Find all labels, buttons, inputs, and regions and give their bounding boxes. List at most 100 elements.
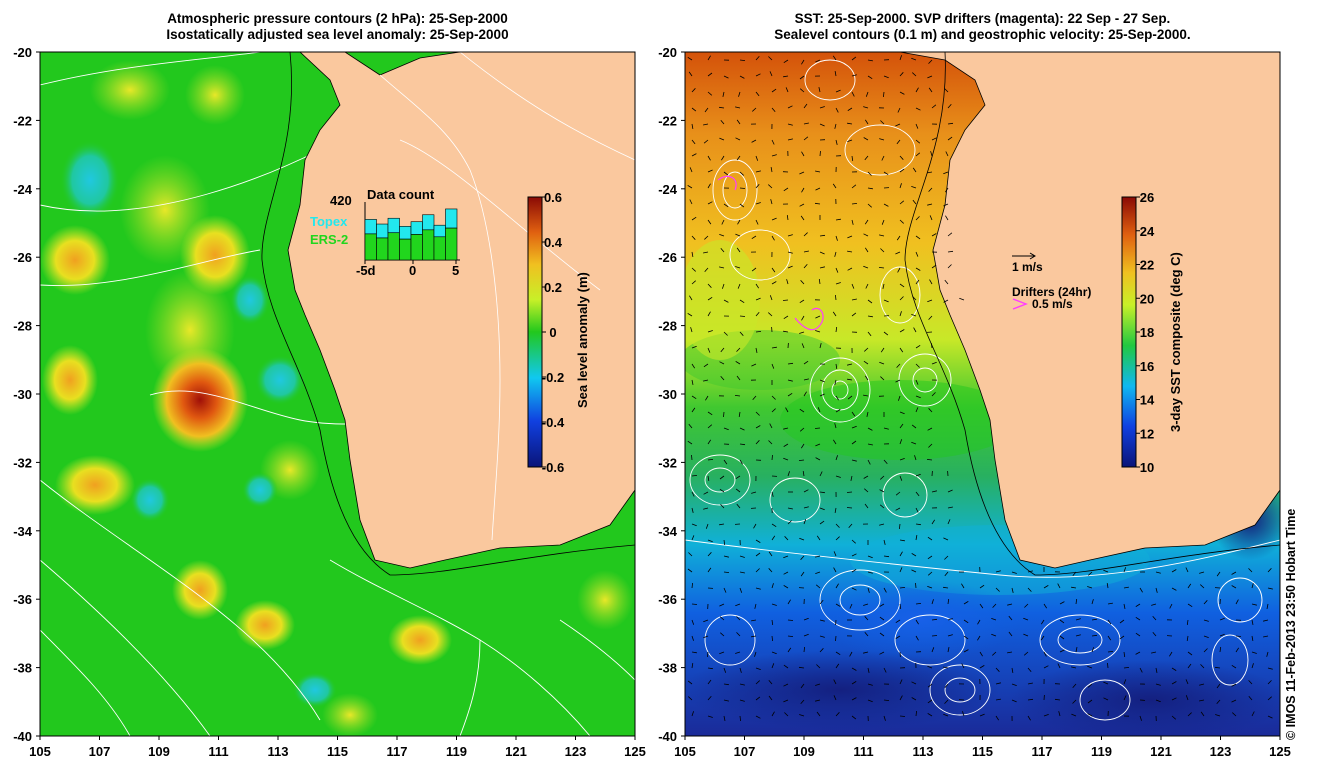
velocity-vector	[927, 203, 933, 206]
velocity-vector	[915, 267, 921, 271]
velocity-vector	[1219, 633, 1225, 637]
velocity-vector	[707, 475, 710, 481]
velocity-vector	[927, 683, 933, 688]
velocity-vector	[1187, 712, 1192, 717]
velocity-vector	[882, 283, 885, 289]
y-tick-label: -26	[13, 250, 32, 265]
velocity-vector	[787, 507, 793, 510]
velocity-vector	[850, 475, 853, 481]
velocity-vector	[723, 715, 726, 721]
velocity-vector	[783, 664, 789, 669]
velocity-vector	[771, 635, 773, 642]
velocity-vector	[1107, 635, 1112, 641]
velocity-vector	[737, 283, 741, 289]
velocity-vector	[899, 91, 905, 95]
colorbar-tick-label: 0.4	[544, 235, 563, 250]
velocity-vector	[1023, 633, 1029, 637]
velocity-vector	[1267, 667, 1273, 670]
velocity-vector	[977, 619, 981, 625]
velocity-vector	[899, 168, 905, 173]
velocity-vector	[755, 155, 759, 161]
velocity-vector	[785, 87, 789, 93]
velocity-vector	[783, 585, 789, 589]
velocity-vector	[864, 119, 869, 125]
velocity-vector	[928, 408, 933, 413]
colorbar-tick-label: 0	[549, 325, 556, 340]
y-tick-label: -30	[13, 387, 32, 402]
velocity-vector	[735, 233, 741, 237]
velocity-vector	[754, 603, 757, 609]
x-tick-label: 115	[972, 744, 993, 759]
velocity-vector	[943, 171, 949, 175]
velocity-vector	[865, 283, 869, 289]
velocity-vector	[800, 571, 805, 577]
velocity-vector	[899, 155, 904, 160]
velocity-vector	[1088, 571, 1093, 576]
drifter-key-arrow	[1012, 298, 1028, 310]
velocity-vector	[883, 699, 890, 701]
velocity-vector	[899, 72, 904, 77]
velocity-vector	[768, 551, 773, 557]
velocity-vector	[1155, 571, 1161, 574]
velocity-vector	[799, 537, 805, 541]
velocity-vector	[1123, 667, 1130, 669]
velocity-vector	[771, 139, 775, 145]
velocity-vector	[771, 535, 776, 541]
velocity-vector	[691, 454, 693, 461]
velocity-vector	[992, 651, 997, 656]
velocity-vector	[755, 347, 758, 353]
velocity-vector	[1186, 619, 1189, 625]
velocity-vector	[927, 536, 933, 541]
velocity-vector	[929, 279, 933, 285]
velocity-vector	[895, 619, 901, 624]
velocity-vector	[783, 330, 789, 333]
velocity-vector	[991, 618, 997, 621]
velocity-vector	[819, 343, 822, 349]
velocity-vector	[783, 683, 789, 687]
velocity-vector	[851, 203, 858, 205]
velocity-vector	[720, 375, 725, 381]
velocity-vector	[995, 570, 1001, 573]
shelf-contour-left	[261, 52, 635, 576]
velocity-vector	[800, 215, 805, 221]
velocity-vector	[944, 683, 949, 689]
velocity-vector	[883, 299, 889, 303]
velocity-vector	[755, 55, 760, 61]
data-count-xtick-end: 5	[452, 263, 459, 278]
velocity-vector	[703, 139, 709, 144]
velocity-vector	[771, 663, 775, 669]
velocity-vector	[771, 235, 775, 241]
velocity-vector	[707, 439, 712, 445]
velocity-vector	[895, 635, 901, 639]
velocity-vector	[879, 361, 885, 365]
sst-colorbar: 26 24 22 20 18 16 14 12 10 3-day SST composite (…	[1121, 190, 1183, 475]
velocity-vector	[947, 103, 952, 109]
x-tick-label: 119	[1091, 744, 1112, 759]
velocity-vector	[771, 281, 777, 285]
colorbar-tick-label: 18	[1140, 325, 1154, 340]
velocity-vector	[944, 555, 949, 560]
velocity-vector	[899, 458, 905, 461]
colorbar-tick-label: 26	[1140, 190, 1154, 205]
velocity-vector	[1231, 683, 1237, 687]
y-tick-label: -38	[13, 661, 32, 676]
velocity-vector	[912, 72, 917, 77]
velocity-vector	[689, 199, 693, 205]
velocity-vector	[931, 647, 935, 653]
ers2-count-bar	[376, 237, 389, 261]
velocity-vector	[995, 698, 1001, 701]
velocity-vector	[819, 123, 825, 127]
velocity-vector	[815, 571, 821, 574]
x-tick-label: 121	[505, 744, 527, 759]
velocity-vector	[1107, 602, 1113, 605]
velocity-vector	[800, 683, 805, 689]
velocity-vector	[771, 408, 776, 413]
velocity-vector	[723, 411, 725, 418]
velocity-vector	[1059, 635, 1065, 640]
velocity-vector	[799, 299, 805, 304]
velocity-vector	[863, 106, 869, 109]
topex-count-bar	[364, 219, 377, 235]
velocity-vector	[895, 491, 901, 496]
velocity-vector	[739, 699, 745, 702]
velocity-vector	[1075, 647, 1078, 653]
